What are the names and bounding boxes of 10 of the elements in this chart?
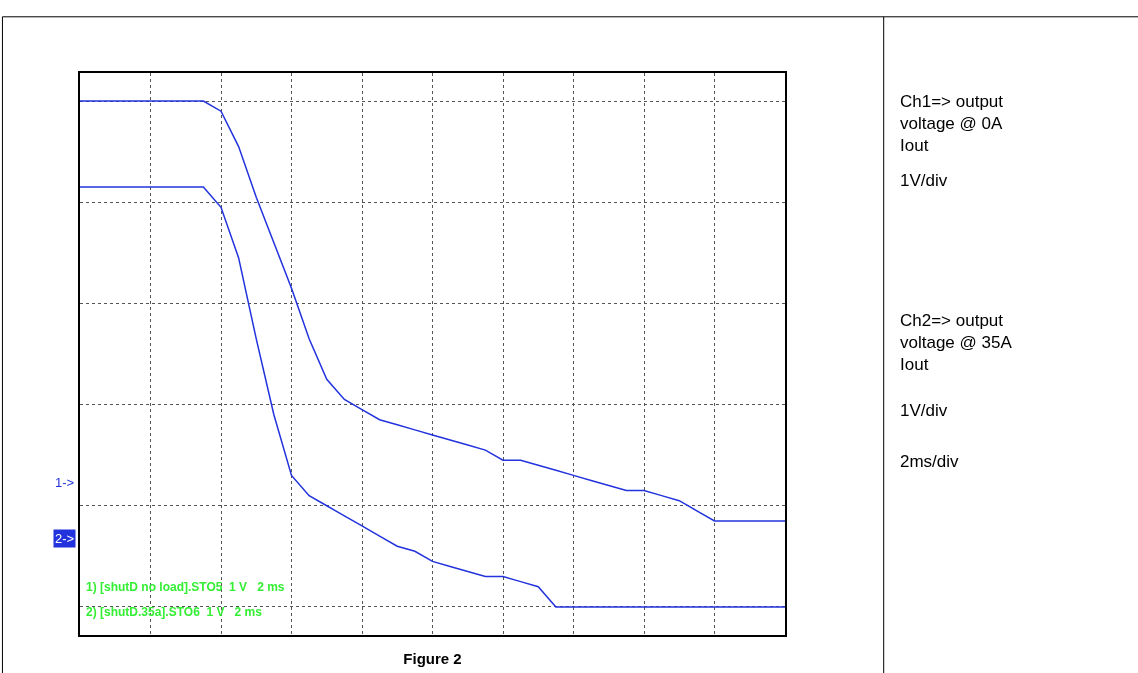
text: 2-> bbox=[55, 531, 75, 546]
text: 1V/div bbox=[900, 401, 948, 420]
text: 1-> bbox=[55, 475, 75, 490]
annotation: 1) [shutD no load].STO5 1 V 2 ms bbox=[86, 580, 285, 594]
text: 2ms/div bbox=[900, 452, 960, 471]
text: Ch1=> output voltage @ 0A Iout bbox=[900, 92, 1004, 156]
x-axis-title: Figure 2 bbox=[403, 649, 462, 667]
text: Ch2=> output voltage @ 35A Iout bbox=[900, 311, 1013, 375]
text: 1V/div bbox=[900, 171, 948, 190]
annotation: 2) [shutD.35a].STO6 1 V 2 ms bbox=[86, 605, 263, 619]
